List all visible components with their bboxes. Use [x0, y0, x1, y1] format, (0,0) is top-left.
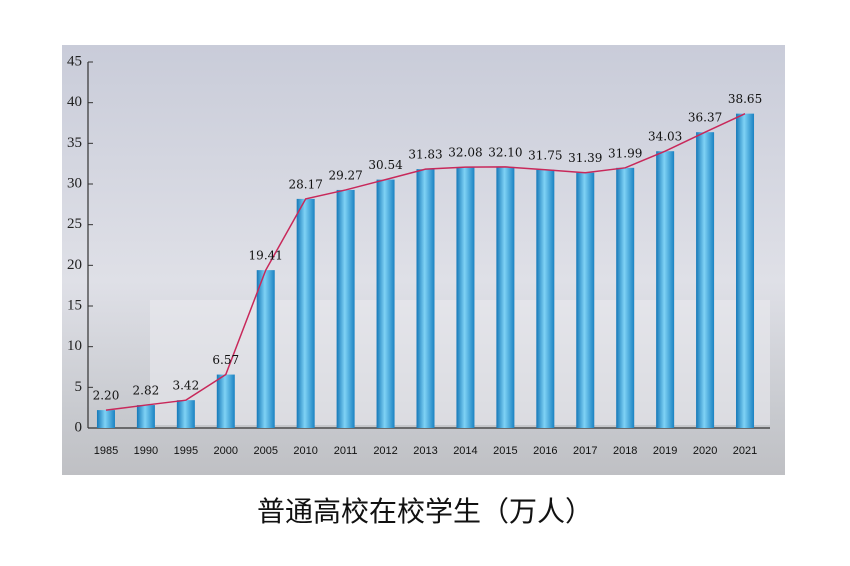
value-label: 31.99 — [608, 146, 642, 160]
y-tick-label: 5 — [75, 379, 83, 395]
bar — [576, 172, 595, 428]
value-label: 6.57 — [212, 353, 239, 367]
bar — [336, 189, 355, 428]
y-tick-label: 15 — [67, 297, 82, 313]
bar — [456, 167, 475, 428]
value-label: 31.83 — [408, 148, 442, 162]
value-label: 28.17 — [288, 177, 322, 191]
y-tick-label: 25 — [67, 216, 82, 232]
x-tick-label: 2014 — [453, 445, 477, 457]
y-tick-label: 40 — [67, 94, 82, 110]
value-label: 19.41 — [249, 249, 283, 263]
y-tick-label: 45 — [67, 53, 82, 69]
x-tick-label: 2017 — [573, 445, 597, 457]
chart-title: 普通高校在校学生（万人） — [257, 495, 593, 528]
value-label: 36.37 — [688, 111, 722, 125]
x-tick-label: 2000 — [214, 445, 238, 457]
value-label: 29.27 — [328, 168, 362, 182]
bar — [96, 410, 115, 428]
bar — [376, 179, 395, 428]
x-tick-label: 2013 — [413, 445, 437, 457]
y-tick-label: 20 — [67, 257, 82, 273]
x-tick-label: 2018 — [613, 445, 637, 457]
x-tick-label: 1990 — [134, 445, 158, 457]
y-tick-label: 0 — [75, 419, 83, 435]
bar — [536, 169, 555, 428]
x-tick-label: 2011 — [334, 445, 358, 457]
x-tick-label: 2005 — [253, 445, 277, 457]
bar — [256, 270, 275, 428]
y-tick-label: 30 — [67, 175, 82, 191]
bar — [136, 405, 155, 428]
x-tick-label: 2021 — [733, 445, 757, 457]
x-tick-label: 1985 — [94, 445, 118, 457]
x-tick-label: 1995 — [174, 445, 198, 457]
bar — [736, 113, 755, 428]
y-tick-label: 10 — [67, 338, 82, 354]
x-tick-label: 2015 — [493, 445, 517, 457]
y-tick-label: 35 — [67, 135, 82, 151]
x-tick-label: 2020 — [693, 445, 717, 457]
bar — [696, 132, 715, 428]
value-label: 31.75 — [528, 148, 562, 162]
bar — [176, 400, 195, 428]
bar — [216, 374, 235, 428]
bar — [616, 167, 635, 428]
value-label: 34.03 — [648, 130, 682, 144]
x-tick-label: 2012 — [373, 445, 397, 457]
trend-line — [105, 112, 746, 411]
bar — [656, 151, 675, 429]
x-tick-label: 2010 — [293, 445, 317, 457]
value-label: 32.10 — [488, 145, 522, 159]
value-label: 31.39 — [568, 151, 602, 165]
value-label: 30.54 — [368, 158, 403, 172]
value-label: 2.82 — [133, 384, 160, 398]
value-label: 2.20 — [93, 389, 120, 403]
bar — [496, 166, 515, 429]
bar — [416, 169, 435, 428]
value-label: 38.65 — [728, 92, 762, 106]
bar — [296, 198, 315, 428]
value-label: 32.08 — [448, 146, 482, 160]
x-tick-label: 2016 — [533, 445, 557, 457]
x-tick-label: 2019 — [653, 445, 677, 457]
value-label: 3.42 — [172, 379, 199, 393]
